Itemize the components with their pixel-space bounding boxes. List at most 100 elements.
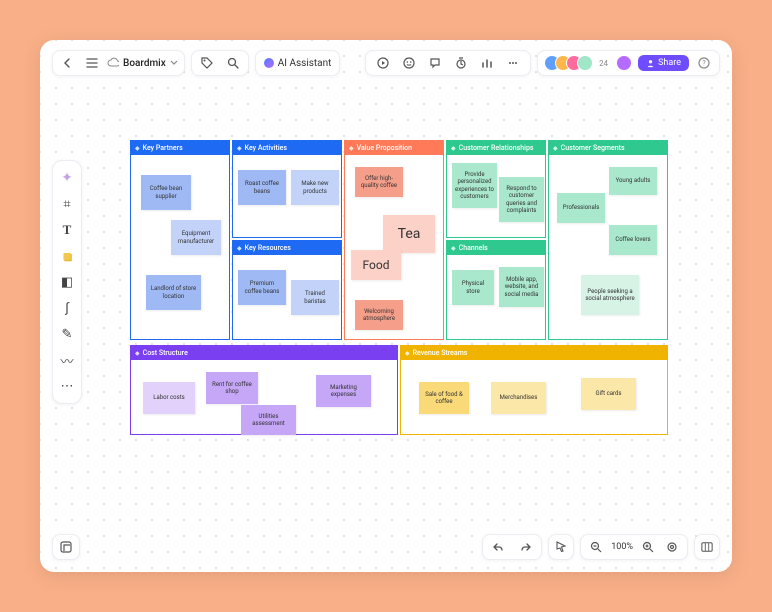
sticky-note[interactable]: Rent for coffee shop <box>206 372 258 404</box>
app-window: Boardmix AI Assistant <box>40 40 732 572</box>
sticky-note[interactable]: Young adults <box>609 167 657 195</box>
section-customer-relationships[interactable]: ◆Customer Relationships Provide personali… <box>446 140 546 238</box>
section-icon: ◆ <box>237 145 242 152</box>
tool-more[interactable]: ⋯ <box>56 375 78 397</box>
section-title: Customer Segments <box>561 144 625 152</box>
ai-assistant-button[interactable]: AI Assistant <box>255 50 341 76</box>
sticky-note[interactable]: Gift cards <box>581 378 636 410</box>
sticky-note[interactable]: Offer high-quality coffee <box>355 167 403 197</box>
more-button[interactable] <box>504 54 522 72</box>
sticky-note[interactable]: Mobile app, website, and social media <box>499 267 544 307</box>
menu-button[interactable] <box>83 54 101 72</box>
sticky-note[interactable]: Merchandises <box>491 382 546 414</box>
section-body[interactable]: Offer high-quality coffee TeaFood Welcomin… <box>345 155 443 339</box>
section-body[interactable]: Premium coffee beansTrained baristas <box>233 255 341 339</box>
redo-button[interactable] <box>517 538 535 556</box>
section-body[interactable]: Coffee bean supplier Equipment manufactur… <box>131 155 229 339</box>
fit-button[interactable] <box>663 538 681 556</box>
sticky-note[interactable]: Premium coffee beans <box>238 270 286 305</box>
share-label: Share <box>658 58 681 68</box>
timer-button[interactable] <box>452 54 470 72</box>
business-model-canvas[interactable]: ◆Key PartnersCoffee bean supplierEquipme… <box>130 140 680 450</box>
tool-text[interactable]: T <box>56 219 78 241</box>
quick-pill <box>191 50 249 76</box>
sticky-note[interactable]: Food <box>351 250 401 280</box>
search-button[interactable] <box>224 54 242 72</box>
emoji-button[interactable] <box>400 54 418 72</box>
sticky-note[interactable]: Trained baristas <box>291 280 339 315</box>
zoom-out-button[interactable] <box>587 538 605 556</box>
comment-button[interactable] <box>426 54 444 72</box>
sticky-note[interactable]: Marketing expenses <box>316 375 371 407</box>
sticky-note[interactable]: Tea <box>383 215 435 253</box>
file-title[interactable]: Boardmix <box>107 57 178 69</box>
minimap-button[interactable] <box>694 534 720 560</box>
tool-sticky[interactable]: ■ <box>56 245 78 267</box>
section-icon: ◆ <box>405 350 410 357</box>
section-title: Customer Relationships <box>459 144 534 152</box>
current-user-avatar[interactable] <box>616 55 632 71</box>
sticky-note[interactable]: Professionals <box>557 193 605 223</box>
tool-connector[interactable]: ∫ <box>56 297 78 319</box>
section-customer-segments[interactable]: ◆Customer Segments Young adultsProfession… <box>548 140 668 340</box>
section-body[interactable]: Provide personalized experiences to cust… <box>447 155 545 237</box>
section-icon: ◆ <box>451 245 456 252</box>
section-icon: ◆ <box>553 145 558 152</box>
undo-button[interactable] <box>489 538 507 556</box>
sticky-note[interactable]: Physical store <box>452 270 494 305</box>
section-body[interactable]: Physical storeMobile app, website, and s… <box>447 255 545 339</box>
share-button[interactable]: Share <box>638 55 689 71</box>
section-value-proposition[interactable]: ◆Value PropositionOffer high-quality cof… <box>344 140 444 340</box>
zoom-level[interactable]: 100% <box>611 542 633 552</box>
sticky-note[interactable]: Welcoming atmosphere <box>355 300 403 330</box>
section-body[interactable]: Labor costs Rent for coffee shopUtilities… <box>131 360 397 434</box>
section-revenue-streams[interactable]: ◆Revenue Streams Sale of food & coffee Mer… <box>400 345 668 435</box>
tool-ai[interactable]: ✦ <box>56 167 78 189</box>
sticky-note[interactable]: People seeking a social atmosphere <box>581 275 639 315</box>
section-key-resources[interactable]: ◆Key ResourcesPremium coffee beansTraine… <box>232 240 342 340</box>
avatar <box>577 55 593 71</box>
sticky-note[interactable]: Utilities assessment <box>241 405 296 435</box>
section-body[interactable]: Roast coffee beansMake new products <box>233 155 341 237</box>
sticky-note[interactable]: Make new products <box>291 170 339 205</box>
sticky-note[interactable]: Respond to customer queries and complain… <box>499 177 544 222</box>
top-left-toolbar: Boardmix AI Assistant <box>52 50 340 76</box>
section-icon: ◆ <box>451 145 456 152</box>
layers-button[interactable] <box>52 534 80 560</box>
bottom-controls: 100% <box>482 534 720 560</box>
tag-button[interactable] <box>198 54 216 72</box>
back-button[interactable] <box>59 54 77 72</box>
sticky-note[interactable]: Landlord of store location <box>146 275 201 310</box>
section-header: ◆Customer Relationships <box>447 141 545 155</box>
sticky-note[interactable]: Coffee lovers <box>609 225 657 255</box>
zoom-in-button[interactable] <box>639 538 657 556</box>
bottom-left <box>52 534 80 560</box>
cursor-button[interactable] <box>548 534 574 560</box>
sticky-note[interactable]: Roast coffee beans <box>238 170 286 205</box>
play-button[interactable] <box>374 54 392 72</box>
sticky-note[interactable]: Sale of food & coffee <box>419 382 469 414</box>
tool-marker[interactable]: 〰 <box>56 349 78 371</box>
chart-button[interactable] <box>478 54 496 72</box>
section-title: Key Activities <box>245 144 287 152</box>
sticky-note[interactable]: Provide personalized experiences to cust… <box>452 163 497 208</box>
section-cost-structure[interactable]: ◆Cost Structure Labor costs Rent for coffe… <box>130 345 398 435</box>
section-header: ◆Cost Structure <box>131 346 397 360</box>
ai-icon <box>264 58 274 68</box>
tool-frame[interactable]: ⌗ <box>56 193 78 215</box>
sticky-note[interactable]: Coffee bean supplier <box>141 175 191 210</box>
sticky-note[interactable]: Equipment manufacturer <box>171 220 221 255</box>
section-icon: ◆ <box>237 245 242 252</box>
tool-pen[interactable]: ✎ <box>56 323 78 345</box>
avatar-stack[interactable] <box>544 55 593 71</box>
section-channels[interactable]: ◆ChannelsPhysical storeMobile app, websi… <box>446 240 546 340</box>
section-key-activities[interactable]: ◆Key Activities Roast coffee beansMake ne… <box>232 140 342 238</box>
sticky-note[interactable]: Labor costs <box>143 382 195 414</box>
section-icon: ◆ <box>135 350 140 357</box>
tool-shape[interactable]: ◧ <box>56 271 78 293</box>
help-button[interactable]: ? <box>695 54 713 72</box>
section-body[interactable]: Young adultsProfessionalsCoffee lovers Pe… <box>549 155 667 339</box>
section-key-partners[interactable]: ◆Key PartnersCoffee bean supplierEquipme… <box>130 140 230 340</box>
section-header: ◆Revenue Streams <box>401 346 667 360</box>
section-body[interactable]: Sale of food & coffee Merchandises Gift ca… <box>401 360 667 434</box>
